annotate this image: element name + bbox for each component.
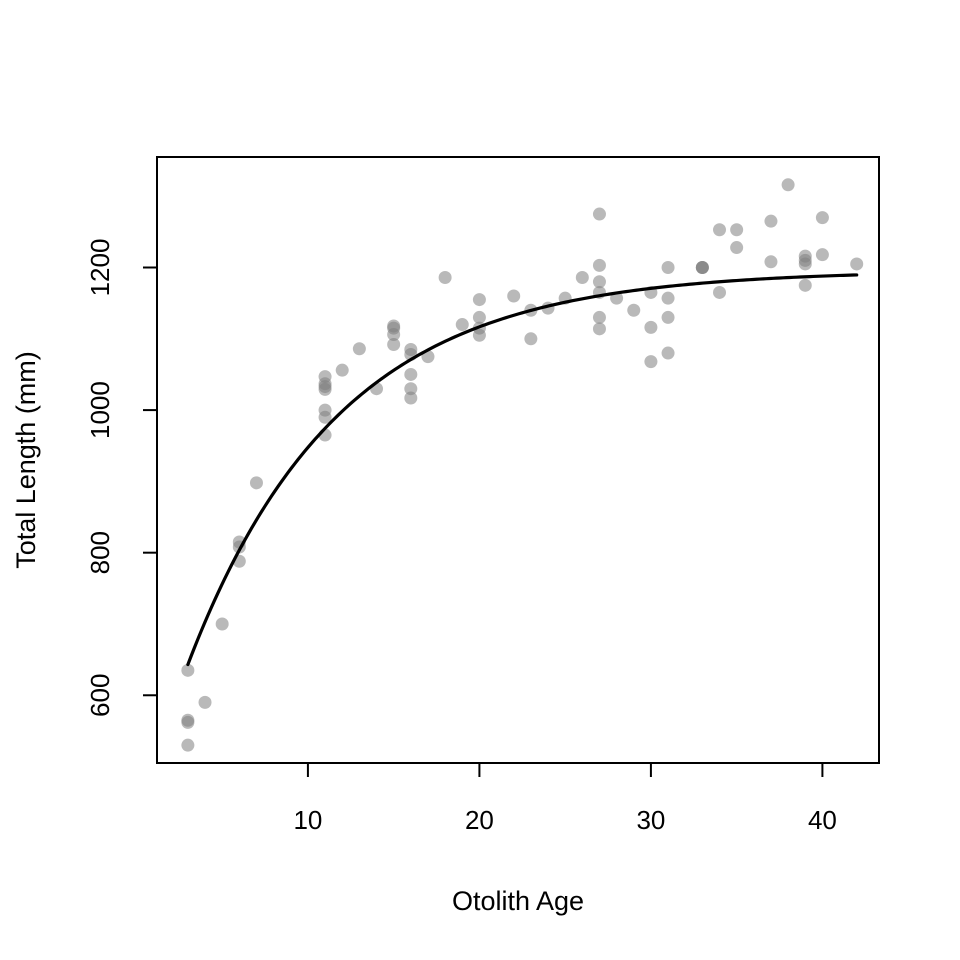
data-point bbox=[815, 211, 829, 225]
y-axis: 600 800 1000 1200 bbox=[85, 239, 157, 717]
data-point bbox=[249, 476, 263, 490]
data-point bbox=[404, 367, 418, 381]
data-point bbox=[472, 328, 486, 342]
data-point bbox=[730, 241, 744, 255]
data-point bbox=[404, 391, 418, 405]
x-axis-title: Otolith Age bbox=[452, 886, 584, 916]
data-point bbox=[387, 338, 401, 352]
x-tick-label: 30 bbox=[636, 805, 665, 835]
x-axis: 10 20 30 40 bbox=[293, 763, 837, 835]
data-point bbox=[730, 223, 744, 237]
data-point bbox=[644, 355, 658, 369]
data-point bbox=[438, 270, 452, 284]
data-point bbox=[798, 257, 812, 271]
data-point bbox=[524, 332, 538, 346]
y-tick-label: 800 bbox=[85, 531, 115, 574]
data-point bbox=[472, 293, 486, 307]
data-point bbox=[318, 382, 332, 396]
fitted-growth-curve bbox=[186, 273, 859, 667]
data-point bbox=[352, 342, 366, 356]
data-point bbox=[627, 303, 641, 317]
y-tick-label: 1200 bbox=[85, 239, 115, 297]
x-tick-label: 40 bbox=[808, 805, 837, 835]
data-point bbox=[507, 289, 521, 303]
data-point bbox=[592, 207, 606, 221]
data-point bbox=[781, 178, 795, 192]
data-point bbox=[198, 695, 212, 709]
data-point bbox=[798, 278, 812, 292]
data-point bbox=[695, 261, 709, 275]
data-point bbox=[472, 310, 486, 324]
y-axis-title: Total Length (mm) bbox=[11, 351, 41, 569]
data-point bbox=[592, 310, 606, 324]
data-point bbox=[661, 310, 675, 324]
data-point bbox=[181, 715, 195, 729]
data-point bbox=[318, 410, 332, 424]
data-point bbox=[455, 318, 469, 332]
data-point bbox=[404, 382, 418, 396]
data-point bbox=[661, 291, 675, 305]
data-point bbox=[764, 214, 778, 228]
data-point bbox=[575, 270, 589, 284]
data-point bbox=[815, 248, 829, 262]
data-point bbox=[181, 738, 195, 752]
data-point bbox=[644, 320, 658, 334]
data-points bbox=[181, 178, 864, 752]
data-point bbox=[713, 223, 727, 237]
data-point bbox=[592, 275, 606, 289]
data-point bbox=[661, 261, 675, 275]
data-point bbox=[387, 328, 401, 342]
data-point bbox=[764, 255, 778, 269]
y-tick-label: 1000 bbox=[85, 381, 115, 439]
data-point bbox=[335, 363, 349, 377]
data-point bbox=[181, 663, 195, 677]
data-point bbox=[661, 346, 675, 360]
plot-frame bbox=[156, 156, 880, 764]
x-tick-label: 20 bbox=[465, 805, 494, 835]
data-point bbox=[850, 257, 864, 271]
data-point bbox=[215, 617, 229, 631]
x-tick-label: 10 bbox=[293, 805, 322, 835]
data-point bbox=[713, 285, 727, 299]
data-point bbox=[592, 322, 606, 336]
data-point bbox=[592, 258, 606, 272]
y-tick-label: 600 bbox=[85, 674, 115, 717]
